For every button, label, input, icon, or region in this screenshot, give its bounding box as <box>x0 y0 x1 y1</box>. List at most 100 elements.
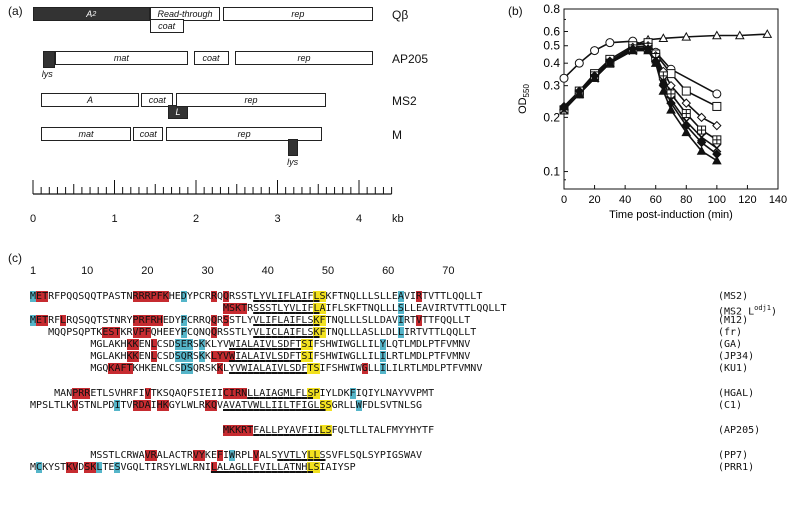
data-point <box>650 58 661 67</box>
gene-coat: coat <box>133 127 164 141</box>
position-label: 70 <box>442 265 455 277</box>
data-point <box>762 29 773 38</box>
panel-b-label: (b) <box>508 4 523 18</box>
kb-tick-label: 0 <box>29 213 37 225</box>
series-line <box>563 41 718 111</box>
sequence-row: MPSLTLKVSTNLPDITVRDAIHKGYLWLRKQVAVATVWLL… <box>30 400 423 411</box>
sequence-name: (HGAL) <box>718 388 755 399</box>
sequence-row: MANPRRETLSVHRFIVTKSQAQFSIEIICIRNLLAIAGML… <box>54 388 435 399</box>
data-point <box>681 31 692 41</box>
kb-tick-label: 1 <box>111 213 118 225</box>
data-point <box>681 127 692 137</box>
phage-name: M <box>392 128 402 142</box>
x-axis-label: Time post-induction (min) <box>609 209 733 221</box>
x-tick-label: 60 <box>650 194 662 206</box>
sequence-name: (PRR1) <box>718 462 755 473</box>
data-point <box>658 76 668 86</box>
series-line <box>563 49 718 162</box>
position-label: 20 <box>141 265 154 277</box>
gene-lys <box>42 51 55 68</box>
x-tick-label: 140 <box>769 194 787 206</box>
sequence-row: MQQPSQPTKESTKRVPFQHEEYPCQNQQRSSTLYVLICLA… <box>48 327 477 338</box>
sequence-name: (MS2) <box>718 291 749 302</box>
data-point <box>559 101 569 111</box>
sequence-row: METRFLRQSQQTSTNRYPRFRHEDYPCRRQQRSSTLYVLI… <box>30 315 471 326</box>
data-point <box>627 45 638 55</box>
genome-map: A 2 Read-through coat rep Qβ lys mat coat rep AP20… <box>0 0 520 240</box>
data-point <box>712 89 722 99</box>
sequence-row: MGLAKHKKENLCSDSERSKKLYVWIALAIVLSDFTSIFSH… <box>90 339 471 350</box>
sequence-name: (AP205) <box>718 425 761 436</box>
y-tick-label: 0.1 <box>543 165 560 179</box>
position-label: 30 <box>201 265 214 277</box>
y-tick-label: 0.3 <box>543 79 560 93</box>
sequence-row: METRFPQQSQQTPASTNRRRPFKHEDYPCRRQQRSSTLYV… <box>30 291 483 302</box>
kb-tick-label: 3 <box>274 213 281 225</box>
data-point <box>643 45 653 55</box>
data-point <box>681 98 691 108</box>
y-tick-label: 0.4 <box>543 56 560 70</box>
sequence-alignment: 1 10 20 30 40 50 60 70 METRFPQQSQQTPASTNRRRPFKHE… <box>0 265 791 520</box>
gene-coat: coat <box>149 19 184 33</box>
plot-frame <box>563 8 779 190</box>
data-point <box>712 120 722 131</box>
gene-rep: rep <box>175 93 327 107</box>
growth-chart: 0 20 40 60 80 100 120 140 0.8 0.60.5 0.4 0.3 0.2 0.1 T… <box>517 2 787 221</box>
data-point <box>712 143 722 153</box>
x-tick-label: 100 <box>708 194 726 206</box>
gene-label: lys <box>41 69 53 79</box>
data-point <box>658 33 669 42</box>
panel-a-label: (a) <box>8 4 23 18</box>
kb-tick-label: 2 <box>192 213 200 225</box>
data-point <box>658 86 669 95</box>
data-point <box>605 58 615 67</box>
gene-coat: coat <box>193 51 229 65</box>
sequence-row: MKKRTFALLPYAVFIILSFQLTLLTALFMYYHYTF <box>223 425 435 436</box>
sequence-row: MCKYSTKVDSKLTESVGQLTIRSYLWLRNILALAGLLFVI… <box>30 462 356 473</box>
data-point <box>712 30 722 40</box>
x-tick-label: 0 <box>561 194 567 206</box>
y-tick-label: 0.6 <box>543 24 560 38</box>
data-point <box>559 73 569 83</box>
sequence-name: (GA) <box>718 339 743 350</box>
data-point <box>734 30 745 40</box>
x-tick-label: 80 <box>680 194 692 206</box>
data-point <box>574 88 585 98</box>
sequence-name: (KU1) <box>718 363 749 374</box>
gene-lys <box>288 139 298 156</box>
sequence-row: MSKTRSSSTLYVLIFLAIFLSKFTNQLLLSLLEAVIRTVT… <box>223 303 507 314</box>
gene-mat: mat <box>55 51 188 65</box>
data-point <box>605 38 615 48</box>
data-point <box>712 155 722 165</box>
gene-rep: rep <box>235 51 373 65</box>
position-label: 10 <box>81 265 94 277</box>
sequence-name: (PP7) <box>718 450 749 461</box>
data-point <box>589 73 600 82</box>
gene-coat: coat <box>141 93 174 107</box>
sequence-name: (C1) <box>718 400 743 411</box>
sequence-row: MGQKAFTKHKENLCSDSQRSKKLYVWIALAIVLSDFTSIF… <box>90 363 483 374</box>
sequence-row: MSSTLCRWAVRALACTRVYKEFIWRPLVALSYVTLYLLSS… <box>90 450 423 461</box>
position-label: 60 <box>382 265 395 277</box>
x-tick-label: 20 <box>588 194 600 206</box>
gene-label: lys <box>287 157 299 167</box>
kb-axis <box>32 180 393 195</box>
data-point <box>574 58 584 68</box>
data-point <box>696 112 707 123</box>
data-point <box>666 69 676 79</box>
gene-rep: rep <box>222 7 373 21</box>
y-tick-label: 0.5 <box>543 39 560 53</box>
x-tick-label: 120 <box>738 194 756 206</box>
panel-c-label: (c) <box>8 251 22 265</box>
position-label: 50 <box>321 265 335 277</box>
sequence-name: (MS2 Lodj1) <box>718 304 778 318</box>
series-line <box>563 48 718 155</box>
gene-mat: mat <box>41 127 131 141</box>
sequence-name: (JP34) <box>718 351 755 362</box>
series-line <box>563 46 718 141</box>
data-point <box>712 101 722 111</box>
sequence-name: (fr) <box>718 327 743 338</box>
gene-a: A <box>41 93 139 107</box>
data-point <box>696 146 707 155</box>
